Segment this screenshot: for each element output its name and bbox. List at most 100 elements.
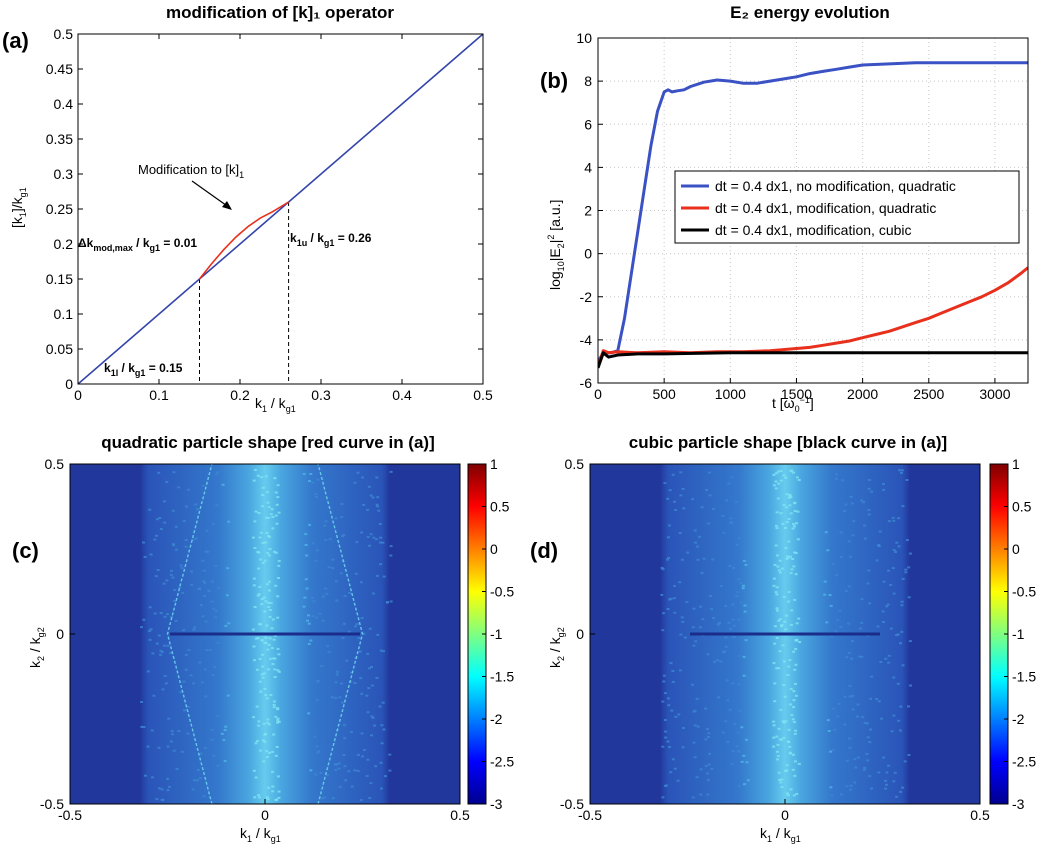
heatmap-speckle: [198, 661, 202, 664]
heatmap-speckle: [376, 496, 380, 499]
heatmap-speckle: [210, 728, 214, 731]
heatmap-speckle: [223, 729, 227, 732]
heatmap-speckle: [781, 522, 785, 525]
heatmap-speckle: [894, 551, 897, 553]
heatmap-speckle: [335, 763, 338, 766]
heatmap-speckle: [709, 595, 712, 597]
heatmap-speckle: [746, 779, 750, 782]
heatmap-speckle: [314, 496, 318, 498]
heatmap-speckle: [170, 730, 174, 733]
heatmap-speckle: [905, 539, 909, 542]
heatmap-speckle: [775, 607, 779, 610]
heatmap-speckle: [375, 676, 379, 679]
heatmap-speckle: [884, 657, 888, 660]
heatmap-speckle: [738, 683, 741, 686]
heatmap-xtick-label: -0.5: [578, 807, 602, 823]
heatmap-speckle: [693, 541, 697, 544]
heatmap-speckle: [660, 566, 664, 569]
panel-b-xtick-label: 0: [594, 386, 602, 402]
heatmap-speckle: [265, 516, 269, 519]
heatmap-speckle: [380, 724, 384, 727]
heatmap-speckle: [355, 541, 359, 544]
heatmap-speckle: [824, 531, 828, 534]
heatmap-speckle: [710, 608, 714, 611]
heatmap-speckle: [682, 727, 685, 729]
heatmap-speckle: [778, 559, 782, 562]
heatmap-speckle: [269, 513, 273, 516]
heatmap-speckle: [787, 496, 791, 499]
heatmap-speckle: [263, 641, 267, 644]
heatmap-speckle: [372, 592, 375, 595]
heatmap-speckle: [202, 569, 206, 572]
heatmap-speckle: [267, 554, 271, 557]
heatmap-speckle: [204, 695, 208, 698]
heatmap-speckle: [366, 536, 370, 538]
colorbar-tick-label: 1: [490, 456, 498, 472]
heatmap-speckle: [859, 627, 862, 630]
heatmap-speckle: [189, 674, 193, 677]
panel-a-xtick-label: 0.2: [230, 387, 250, 403]
heatmap-speckle: [839, 625, 843, 628]
heatmap-speckle: [707, 763, 711, 766]
heatmap-speckle: [788, 745, 792, 748]
heatmap-speckle: [190, 570, 194, 573]
panel-b-xtick-label: 1500: [781, 386, 812, 402]
heatmap-speckle: [787, 600, 791, 603]
heatmap-speckle: [265, 750, 269, 753]
heatmap-speckle: [385, 601, 389, 604]
heatmap-speckle: [706, 653, 710, 656]
heatmap-speckle: [153, 612, 157, 615]
heatmap-speckle: [773, 642, 777, 645]
heatmap-speckle: [173, 588, 177, 591]
heatmap-speckle: [308, 480, 311, 483]
heatmap-speckle: [774, 480, 778, 483]
panel-a-ytick-label: 0.1: [54, 306, 74, 322]
heatmap-speckle: [683, 636, 687, 639]
heatmap-speckle: [724, 720, 728, 723]
heatmap-speckle: [379, 787, 383, 790]
heatmap-speckle: [379, 761, 383, 764]
heatmap-speckle: [863, 766, 867, 769]
heatmap-speckle: [264, 732, 268, 735]
heatmap-speckle: [885, 771, 889, 774]
heatmap-speckle: [253, 468, 257, 471]
heatmap-speckle: [265, 697, 269, 700]
heatmap-speckle: [172, 471, 176, 474]
heatmap-speckle: [372, 536, 376, 539]
panel-b-series-line-1: [598, 266, 1028, 367]
heatmap-speckle: [155, 534, 158, 537]
heatmap-speckle: [784, 614, 788, 617]
heatmap-speckle: [341, 636, 345, 639]
heatmap-speckle: [382, 575, 386, 578]
heatmap-speckle: [847, 622, 851, 625]
heatmap-speckle: [852, 520, 856, 523]
heatmap-speckle: [739, 601, 743, 604]
heatmap-speckle: [735, 594, 739, 597]
heatmap-speckle: [216, 764, 220, 767]
heatmap-speckle: [707, 778, 710, 781]
heatmap-speckle: [268, 615, 272, 618]
heatmap-speckle: [340, 503, 344, 505]
heatmap-zero-streak: [690, 632, 880, 636]
heatmap-speckle: [669, 662, 673, 665]
heatmap-speckle: [338, 696, 342, 699]
heatmap-speckle: [856, 756, 860, 759]
heatmap-speckle: [778, 778, 782, 781]
heatmap-speckle: [847, 540, 851, 543]
heatmap-speckle: [340, 682, 344, 685]
heatmap-speckle: [784, 476, 788, 479]
heatmap-speckle: [722, 531, 726, 534]
heatmap-speckle: [311, 542, 315, 545]
heatmap-speckle: [277, 653, 281, 656]
heatmap-speckle: [370, 684, 374, 687]
heatmap-speckle: [331, 558, 335, 561]
heatmap-speckle: [790, 609, 794, 612]
panel-b-label: (b): [540, 68, 568, 93]
heatmap-speckle: [738, 618, 741, 621]
heatmap-speckle: [212, 754, 216, 757]
heatmap-speckle: [786, 555, 789, 558]
heatmap-speckle: [366, 652, 370, 655]
panel-b-ytick-label: 4: [584, 159, 592, 175]
heatmap-speckle: [362, 748, 366, 751]
heatmap-speckle: [848, 684, 852, 687]
